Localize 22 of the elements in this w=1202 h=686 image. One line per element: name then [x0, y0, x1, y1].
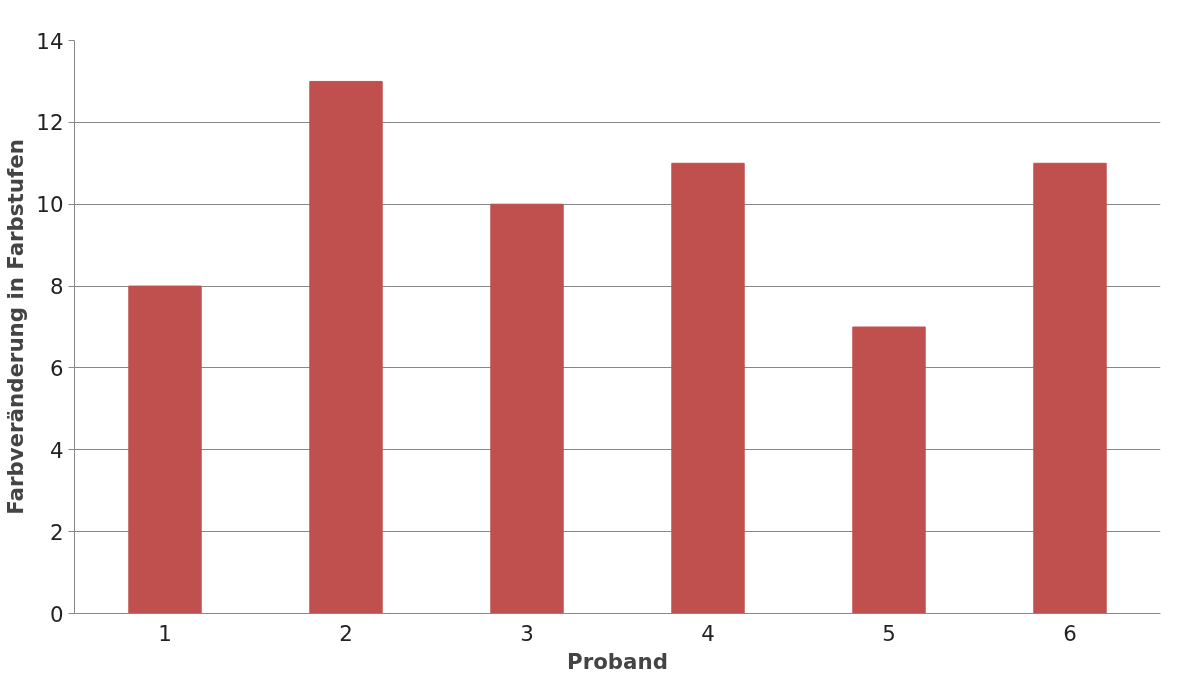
x-axis-title: Proband — [567, 648, 668, 674]
x-tick-label: 5 — [882, 620, 896, 646]
y-tick-label: 2 — [49, 519, 64, 545]
bar — [671, 162, 745, 614]
x-tick-label: 2 — [339, 620, 353, 646]
bar — [490, 203, 564, 614]
y-tick-label: 12 — [36, 110, 64, 136]
bar — [309, 80, 383, 614]
bar — [1033, 162, 1107, 614]
bar — [852, 326, 926, 614]
bar — [128, 285, 202, 614]
y-tick-label: 10 — [36, 192, 64, 218]
y-axis-title: Farbveränderung in Farbstufen — [3, 139, 29, 515]
x-tick-label: 1 — [158, 620, 172, 646]
y-tick-label: 14 — [36, 28, 64, 54]
y-tick-label: 0 — [49, 601, 64, 627]
y-tick-label: 8 — [49, 274, 64, 300]
y-tick-label: 4 — [49, 437, 64, 463]
x-tick-label: 6 — [1063, 620, 1077, 646]
x-tick-label: 4 — [701, 620, 715, 646]
x-tick-label: 3 — [520, 620, 534, 646]
y-tick-label: 6 — [49, 355, 64, 381]
